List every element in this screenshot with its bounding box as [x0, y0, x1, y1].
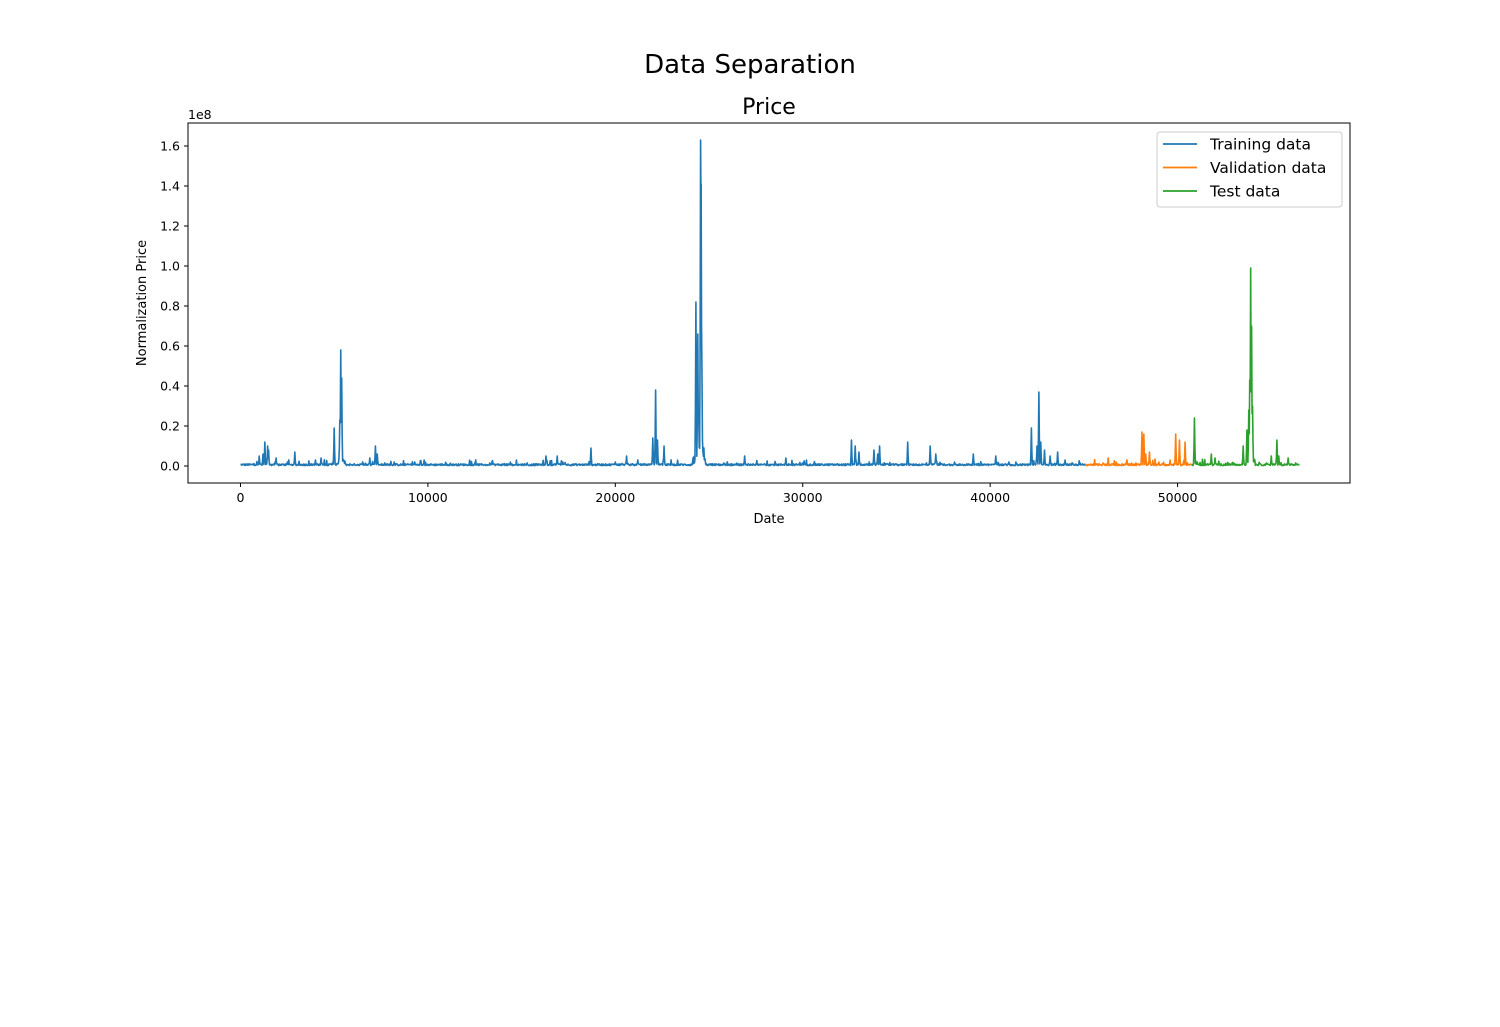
legend-label: Test data — [1209, 183, 1280, 201]
legend-label: Training data — [1209, 136, 1311, 154]
y-tick-label: 1.2 — [160, 219, 180, 234]
y-tick-label: 1.4 — [160, 179, 180, 194]
legend-label: Validation data — [1210, 159, 1326, 177]
x-tick-label: 0 — [237, 490, 245, 505]
x-tick-label: 40000 — [970, 490, 1010, 505]
x-tick-label: 20000 — [595, 490, 635, 505]
y-tick-label: 1.6 — [160, 139, 180, 154]
figure-suptitle: Data Separation — [644, 50, 856, 80]
y-tick-label: 0.6 — [160, 339, 180, 354]
y-tick-label: 1.0 — [160, 259, 180, 274]
series-line-validation-data — [1084, 431, 1194, 467]
x-axis-label: Date — [753, 512, 784, 527]
series-line-test-data — [1191, 267, 1300, 467]
series-line-training-data — [240, 139, 1087, 467]
legend: Training data Validation data Test data — [1156, 131, 1343, 208]
y-tick-label: 0.8 — [160, 299, 180, 314]
y-tick-label: 0.2 — [160, 419, 180, 434]
x-tick-label: 10000 — [408, 490, 448, 505]
y-offset-label: 1e8 — [188, 107, 212, 122]
y-axis-label: Normalization Price — [135, 240, 150, 366]
axes-title: Price — [742, 95, 796, 120]
x-axis-ticks: 0 10000 20000 30000 40000 50000 — [237, 483, 1198, 505]
axes-frame — [187, 122, 1351, 484]
plot-area — [240, 139, 1300, 467]
y-tick-label: 0.4 — [160, 379, 180, 394]
x-tick-label: 50000 — [1158, 490, 1198, 505]
x-tick-label: 30000 — [783, 490, 823, 505]
legend-frame — [1156, 131, 1343, 208]
y-tick-label: 0.0 — [160, 459, 180, 474]
y-axis-ticks: 0.0 0.2 0.4 0.6 0.8 1.0 1.2 1.4 1.6 — [160, 139, 188, 474]
